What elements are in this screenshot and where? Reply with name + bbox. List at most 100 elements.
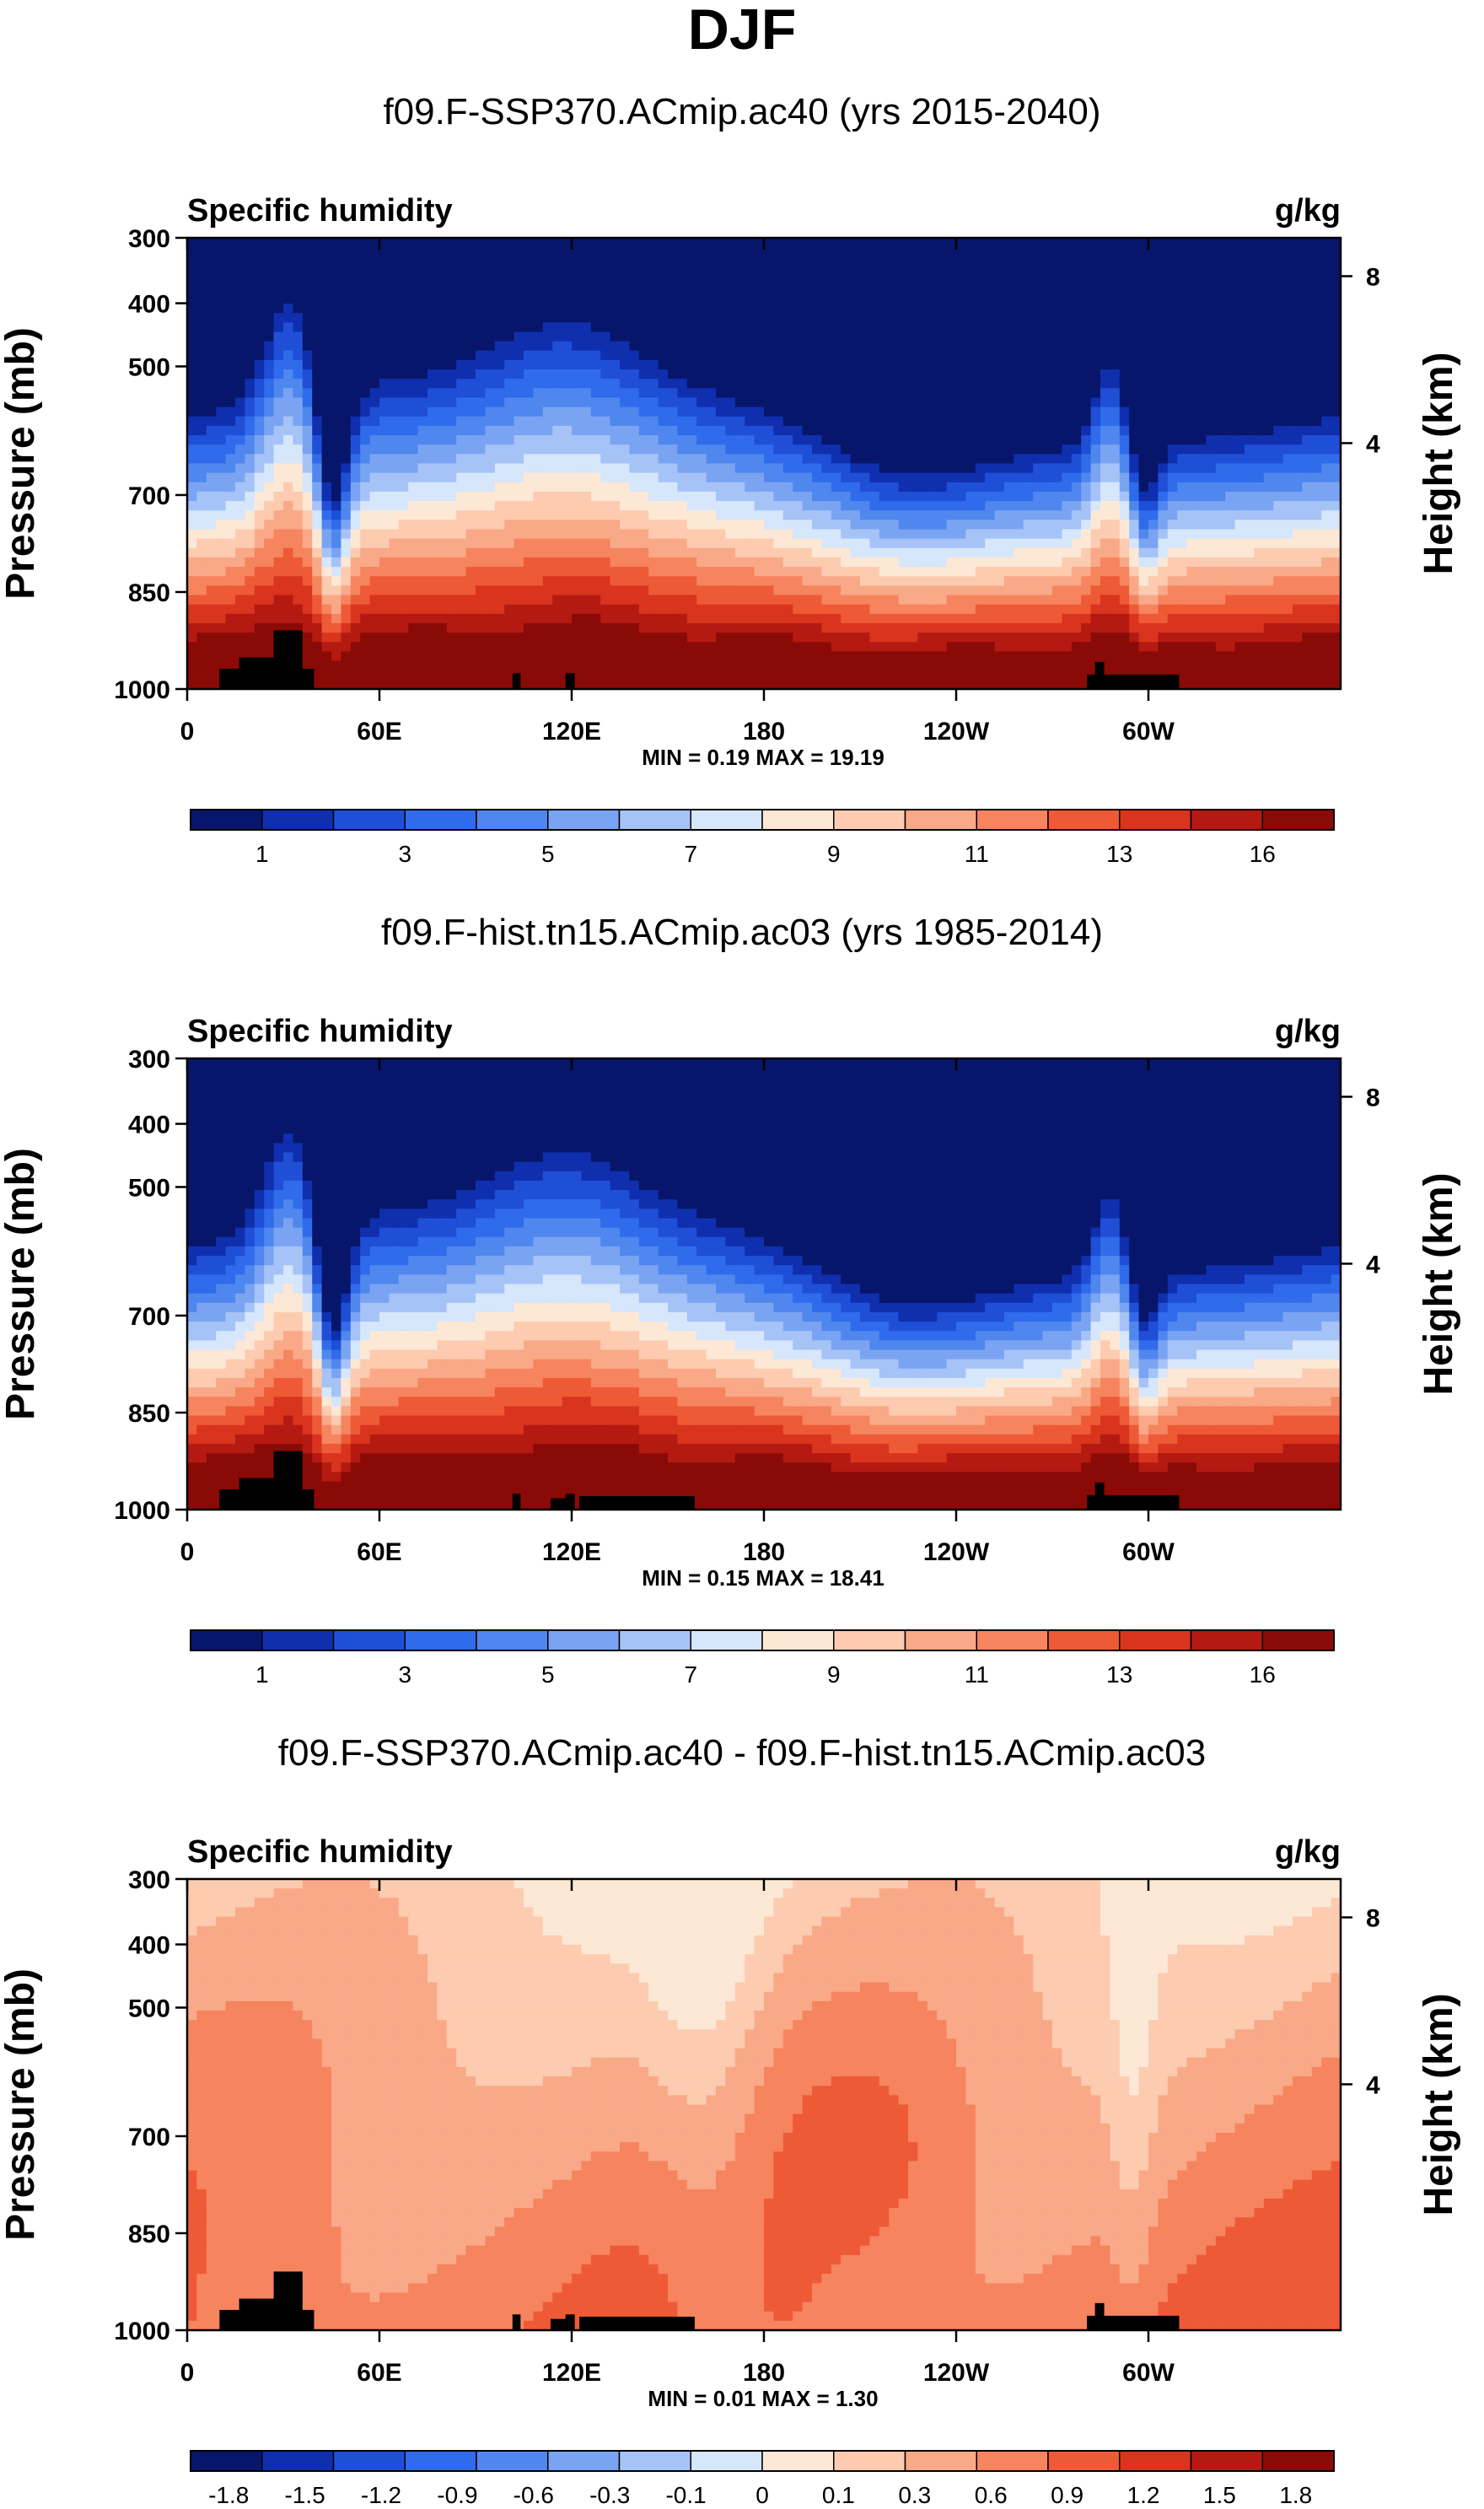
contour-cell [447, 623, 457, 633]
contour-cell [917, 417, 928, 427]
contour-cell [1014, 238, 1024, 248]
contour-cell [1312, 605, 1322, 615]
contour-cell [735, 322, 745, 332]
contour-cell [716, 313, 726, 323]
contour-cell [869, 557, 879, 568]
contour-cell [1293, 388, 1303, 398]
contour-cell [216, 595, 226, 606]
contour-cell [629, 501, 639, 511]
contour-cell [235, 520, 245, 530]
contour-cell [1024, 417, 1034, 427]
contour-cell [716, 492, 726, 502]
contour-cell [869, 520, 879, 530]
contour-cell [476, 539, 486, 549]
contour-cell [514, 614, 524, 624]
contour-cell [399, 473, 409, 483]
contour-cell [552, 510, 562, 520]
contour-cell [533, 397, 543, 407]
contour-cell [196, 482, 207, 493]
contour-cell [504, 322, 514, 332]
contour-cell [600, 510, 610, 520]
contour-cell [1302, 313, 1312, 323]
contour-cell [543, 595, 553, 606]
contour-cell [1312, 417, 1322, 427]
contour-cell [707, 473, 717, 483]
contour-cell [437, 342, 447, 352]
contour-cell [235, 397, 245, 407]
contour-cell [1158, 567, 1168, 577]
contour-cell [466, 473, 476, 483]
contour-cell [773, 464, 783, 474]
contour-cell [1004, 276, 1014, 286]
contour-cell [207, 407, 217, 417]
contour-cell [1196, 285, 1207, 295]
contour-cell [937, 276, 947, 286]
contour-cell [928, 360, 938, 370]
contour-cell [648, 294, 659, 304]
contour-cell [764, 304, 774, 314]
contour-cell [312, 322, 322, 332]
contour-cell [418, 623, 428, 633]
contour-cell [965, 548, 976, 558]
contour-cell [322, 397, 332, 407]
contour-cell [379, 360, 390, 370]
contour-cell [303, 510, 313, 520]
contour-cell [360, 276, 370, 286]
contour-cell [659, 426, 669, 436]
contour-cell [235, 614, 245, 624]
contour-cell [312, 304, 322, 314]
contour-cell [1110, 473, 1120, 483]
contour-cell [543, 530, 553, 540]
contour-cell [956, 238, 966, 248]
contour-cell [572, 266, 582, 276]
contour-cell [1043, 285, 1053, 295]
contour-cell [1052, 238, 1062, 248]
contour-cell [274, 539, 284, 549]
contour-cell [629, 464, 639, 474]
contour-cell [389, 360, 399, 370]
contour-cell [1120, 304, 1130, 314]
contour-cell [399, 342, 409, 352]
contour-cell [389, 351, 399, 361]
contour-cell [524, 285, 534, 295]
contour-cell [370, 623, 380, 633]
contour-cell [687, 501, 697, 511]
contour-cell [341, 247, 351, 257]
contour-cell [1302, 397, 1312, 407]
contour-cell [235, 369, 245, 380]
contour-cell [370, 492, 380, 502]
contour-cell [937, 238, 947, 248]
contour-cell [1004, 473, 1014, 483]
contour-cell [1283, 304, 1293, 314]
contour-cell [427, 567, 438, 577]
contour-cell [937, 342, 947, 352]
contour-cell [226, 369, 236, 380]
contour-cell [773, 520, 783, 530]
contour-cell [1139, 464, 1149, 474]
contour-cell [504, 360, 514, 370]
contour-cell [976, 557, 986, 568]
contour-cell [755, 605, 765, 615]
contour-cell [629, 585, 639, 595]
contour-cell [937, 256, 947, 267]
contour-cell [1110, 510, 1120, 520]
contour-cell [956, 285, 966, 295]
contour-cell [1293, 238, 1303, 248]
contour-cell [639, 285, 649, 295]
contour-cell [917, 595, 928, 606]
contour-cell [379, 464, 390, 474]
contour-cell [226, 304, 236, 314]
contour-cell [399, 407, 409, 417]
contour-cell [216, 379, 226, 389]
contour-cell [1043, 501, 1053, 511]
contour-cell [1293, 407, 1303, 417]
contour-cell [196, 567, 207, 577]
contour-cell [437, 351, 447, 361]
contour-cell [610, 473, 621, 483]
contour-cell [1273, 266, 1283, 276]
contour-cell [677, 576, 687, 586]
contour-cell [1177, 331, 1187, 342]
contour-cell [879, 557, 890, 568]
contour-cell [889, 304, 899, 314]
contour-cell [255, 313, 265, 323]
